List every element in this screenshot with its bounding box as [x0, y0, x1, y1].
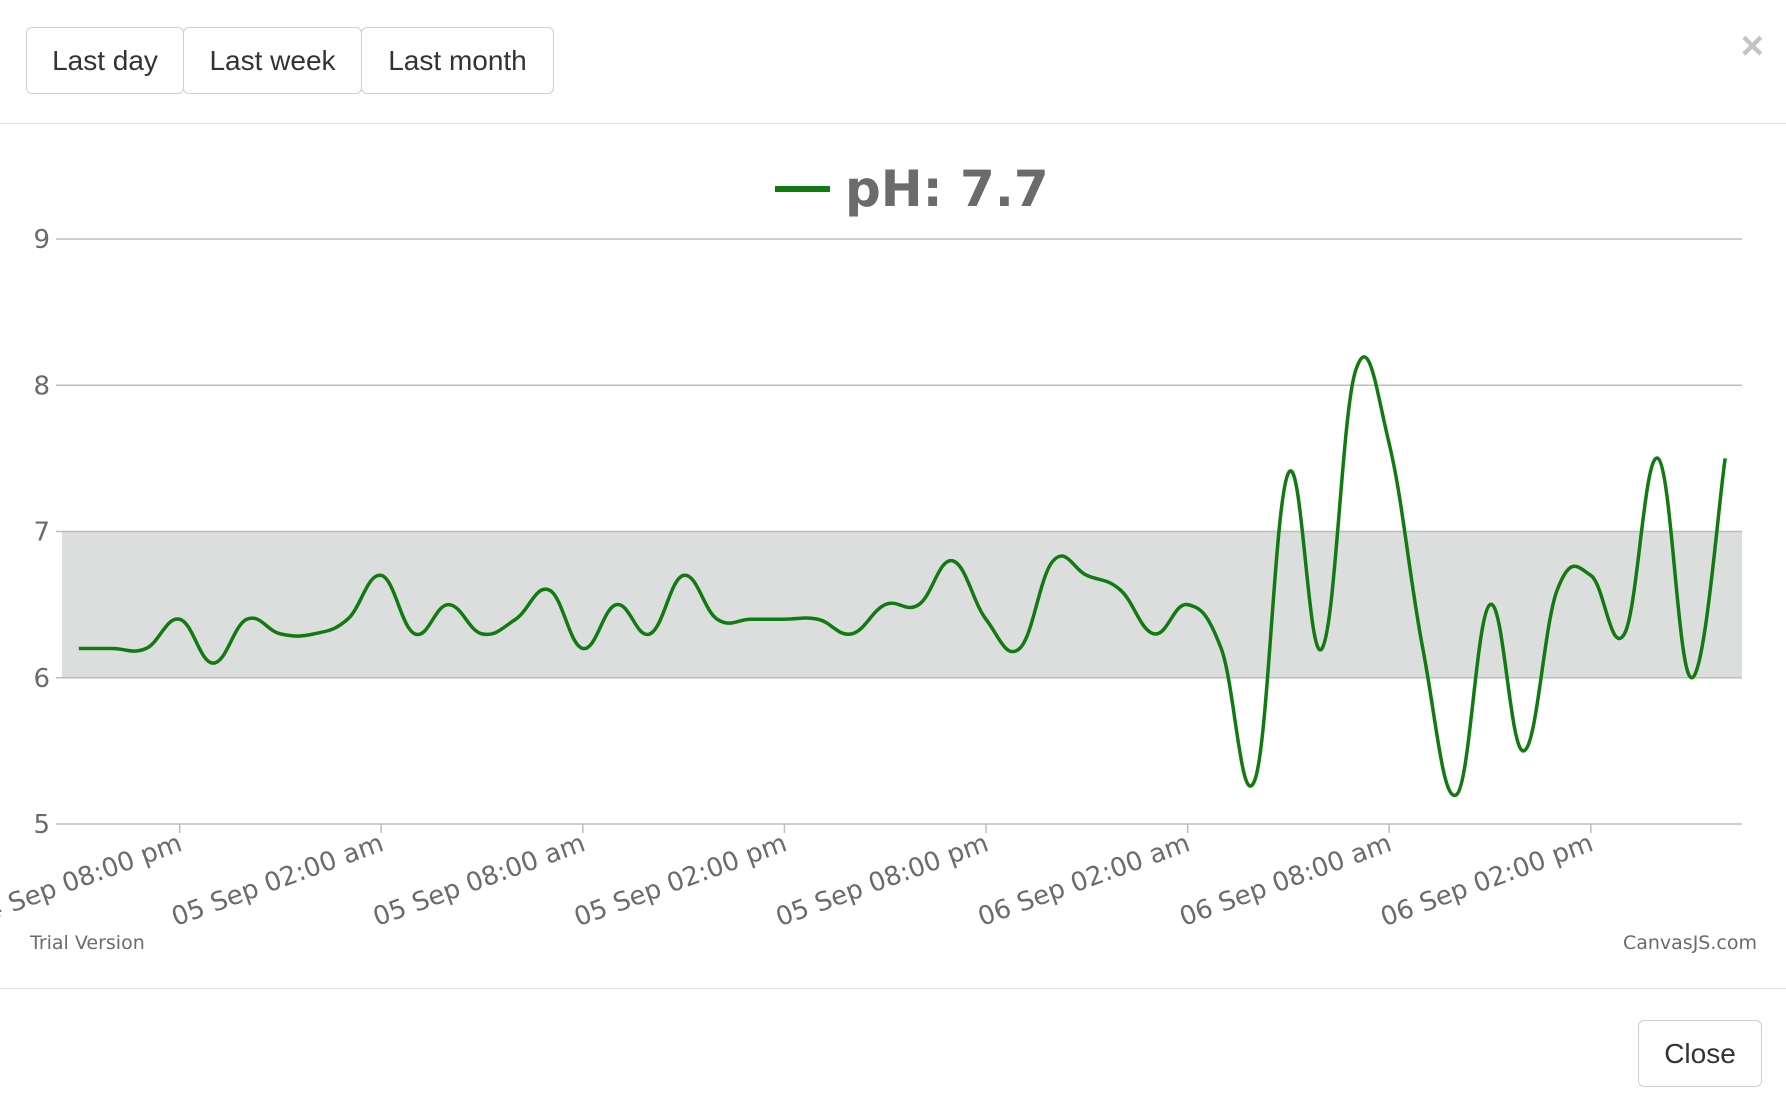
last-month-button[interactable]: Last month — [361, 27, 554, 94]
x-tick-label: 05 Sep 02:00 pm — [570, 828, 790, 933]
range-button-group: Last day Last week Last month — [26, 27, 554, 94]
legend-label: pH: 7.7 — [845, 160, 1049, 218]
x-tick-label: 05 Sep 08:00 am — [369, 828, 589, 932]
y-tick-label: 7 — [33, 518, 50, 548]
last-day-button[interactable]: Last day — [26, 27, 184, 94]
x-tick-label: 06 Sep 08:00 am — [1176, 828, 1396, 932]
x-tick-label: 05 Sep 02:00 am — [168, 828, 388, 932]
canvasjs-credit: CanvasJS.com — [1623, 932, 1757, 954]
close-button[interactable]: Close — [1638, 1020, 1762, 1087]
y-tick-label: 8 — [33, 371, 50, 401]
trial-version-label: Trial Version — [29, 932, 145, 954]
x-tick-label: 06 Sep 02:00 pm — [1377, 828, 1597, 933]
last-week-button[interactable]: Last week — [183, 27, 362, 94]
ph-series-line — [78, 355, 1727, 797]
close-x-icon[interactable]: × — [1740, 24, 1764, 68]
chart-area: 5 6 7 8 9 04 Sep 08:00 pm 05 Sep 02:00 am 05 Se… — [0, 124, 1786, 988]
y-tick-label: 5 — [33, 810, 50, 840]
x-tick-label: 05 Sep 08:00 pm — [772, 828, 992, 933]
x-tick-label: 06 Sep 02:00 am — [974, 828, 1194, 932]
modal-footer: Close — [0, 988, 1786, 1108]
modal-header: Last day Last week Last month × — [0, 0, 1786, 124]
x-tick-label: 04 Sep 08:00 pm — [0, 828, 186, 933]
y-tick-label: 6 — [33, 664, 50, 694]
y-tick-label: 9 — [33, 225, 50, 255]
